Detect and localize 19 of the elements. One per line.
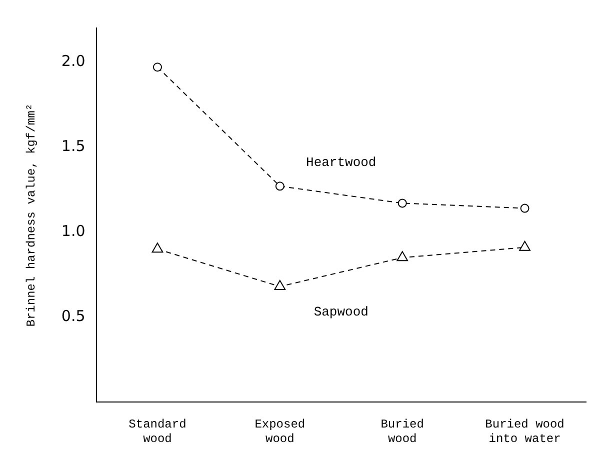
point — [152, 62, 162, 72]
y-tick-label: 1.5 — [61, 136, 86, 155]
point — [152, 242, 164, 253]
point — [519, 240, 530, 251]
y-tick-label: 2.0 — [61, 52, 86, 70]
x-tick-label: Buried wood into water — [485, 418, 564, 446]
point — [398, 198, 407, 208]
y-axis-title: Brinnel hardness value, kgf/mm² — [24, 103, 38, 327]
x-tick-label: Buried wood — [380, 418, 424, 446]
point — [396, 251, 408, 262]
series-label: Sapwood — [314, 304, 368, 320]
y-tick-label: 0.5 — [61, 307, 86, 326]
point — [274, 280, 286, 290]
point — [520, 204, 530, 213]
y-tick-label: 1.0 — [61, 222, 86, 240]
x-tick-label: Standard wood — [128, 418, 186, 446]
point — [275, 182, 284, 191]
x-tick-label: Exposed wood — [254, 418, 306, 446]
series-label: Heartwood — [306, 155, 376, 170]
